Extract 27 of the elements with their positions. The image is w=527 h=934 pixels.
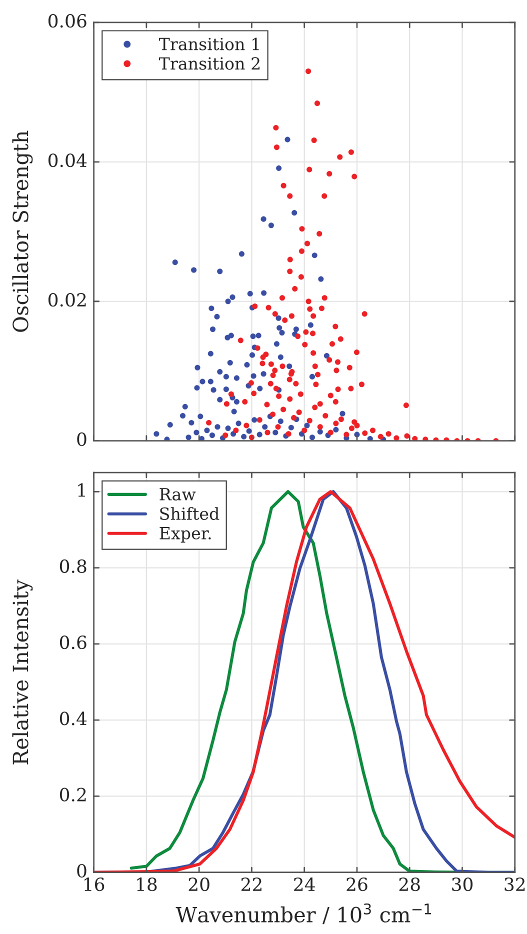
- x-tick-label: 30: [452, 877, 473, 892]
- y-tick-label: 0: [77, 432, 86, 446]
- legend-label: Transition 1: [158, 38, 259, 50]
- x-tick-label: 18: [137, 877, 157, 892]
- x-tick-label: 22: [241, 877, 262, 891]
- y-axis-title: Oscillator Strength: [12, 130, 33, 332]
- y-tick-label: 0.4: [60, 712, 87, 726]
- x-tick-label: 16: [84, 877, 104, 892]
- y-tick-label: 1: [78, 483, 85, 497]
- x-axis-title: Wavenumber / 10$^{3}$ cm$^{−1}$: [176, 903, 432, 924]
- x-tick-label: 20: [188, 877, 210, 892]
- y-tick-label: 0.04: [48, 153, 87, 168]
- y-tick-label: 0.8: [60, 559, 86, 574]
- y-tick-label: 0.6: [60, 636, 86, 650]
- y-tick-label: 0: [77, 864, 86, 878]
- x-tick-label: 28: [399, 877, 420, 892]
- legend-label: Transition 2: [158, 57, 260, 70]
- legend-label: Raw: [160, 488, 196, 501]
- x-tick-label: 24: [294, 877, 315, 891]
- legend-label: Exper.: [160, 527, 211, 543]
- y-axis-title: Relative Intensity: [12, 579, 33, 764]
- legend-label: Shifted: [160, 507, 220, 520]
- x-tick-label: 32: [504, 877, 525, 892]
- y-tick-label: 0.06: [48, 14, 86, 28]
- x-tick-label: 26: [346, 877, 368, 892]
- y-tick-label: 0.2: [60, 788, 86, 802]
- y-tick-label: 0.02: [48, 292, 86, 307]
